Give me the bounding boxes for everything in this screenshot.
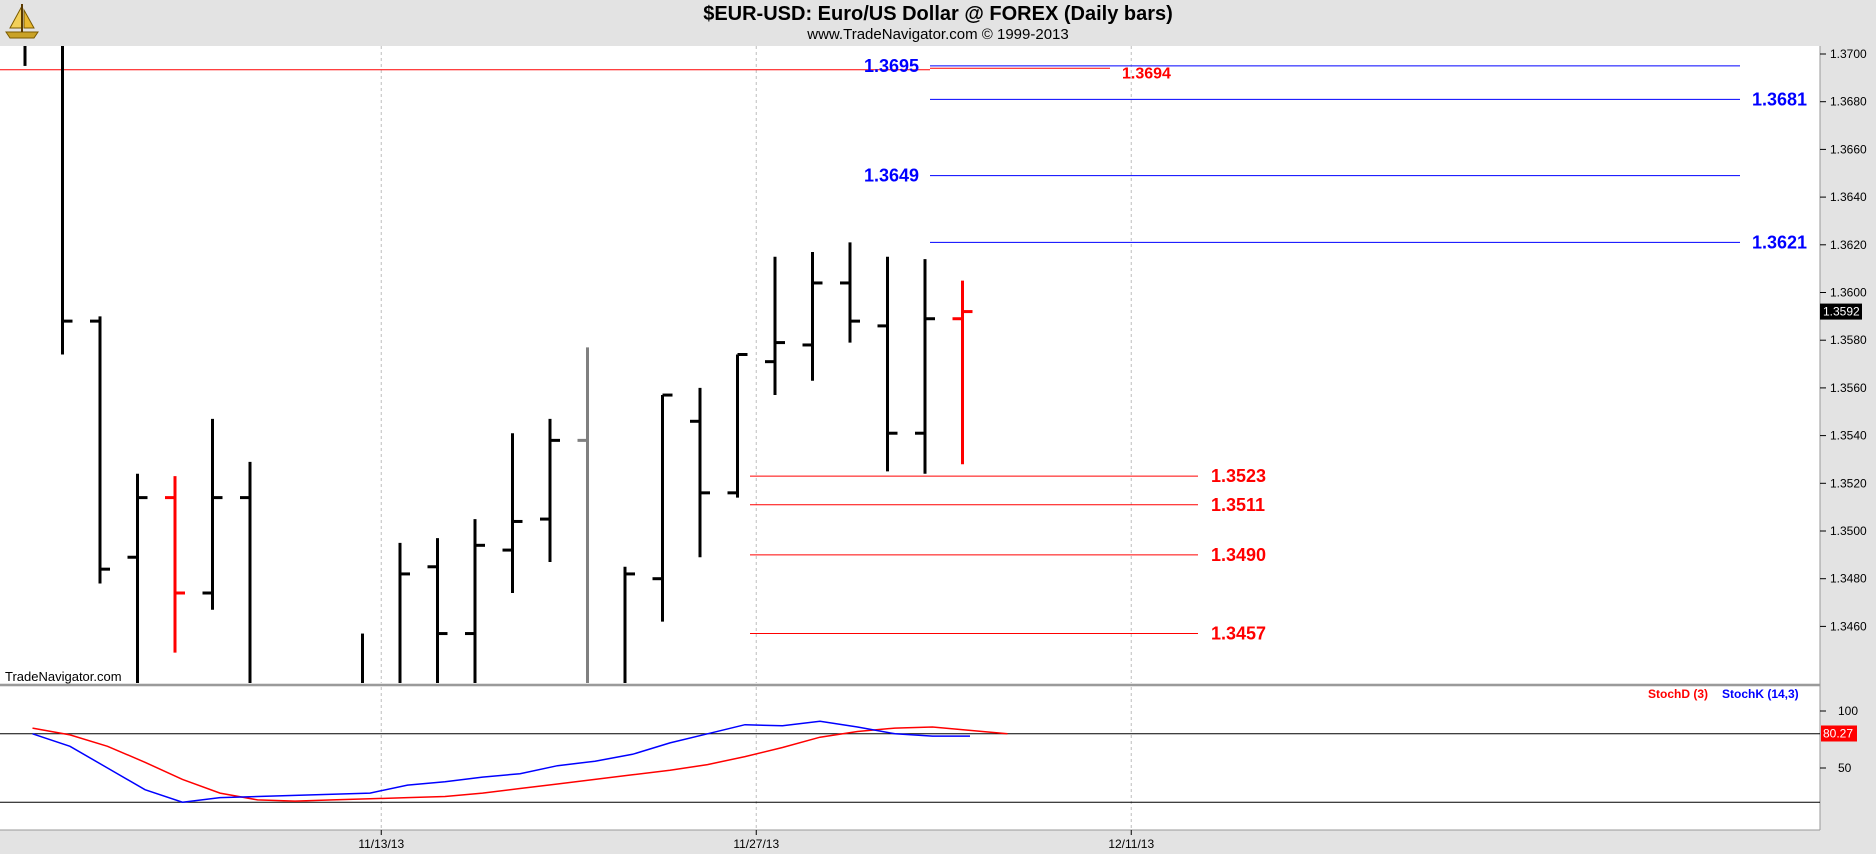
level-label: 1.3649: [864, 166, 919, 186]
date-axis: 11/13/13 11/27/13 12/11/13: [358, 830, 1154, 851]
level-label: 1.3490: [1211, 545, 1266, 565]
stoch-tick-label: 50: [1838, 761, 1852, 775]
last-price-box: [1820, 303, 1862, 320]
x-tick-label: 11/27/13: [733, 837, 779, 851]
level-label: 1.3511: [1211, 495, 1265, 515]
price-panel-bg: [0, 46, 1820, 683]
stoch-last-box: [1821, 725, 1857, 742]
y-tick-label: 1.3540: [1830, 429, 1867, 443]
level-label: 1.3695: [864, 56, 919, 76]
stoch-legend-k: StochK (14,3): [1722, 687, 1799, 701]
stoch-tick-label: 100: [1838, 704, 1858, 718]
price-levels: 1.3695 1.3694 1.3681 1.3649 1.3621 1.3523 1.35…: [0, 56, 1807, 644]
stoch-last-label: 80.27: [1823, 726, 1853, 740]
y-tick-label: 1.3640: [1830, 190, 1867, 204]
stoch-series-d: [32, 726, 1008, 802]
y-tick-label: 1.3580: [1830, 333, 1867, 347]
grid: [380, 46, 1132, 830]
chart-title: $EUR-USD: Euro/US Dollar @ FOREX (Daily …: [703, 3, 1173, 25]
stoch-panel-bg: [0, 687, 1820, 830]
level-label: 1.3694: [1122, 65, 1171, 82]
y-tick-label: 1.3500: [1830, 524, 1867, 538]
chart-header: $EUR-USD: Euro/US Dollar @ FOREX (Daily …: [0, 0, 1876, 46]
stochastic-panel: 100 50 StochD (3) StochK (14,3) 80.27: [0, 687, 1858, 803]
stoch-series-k: [32, 720, 970, 803]
y-tick-label: 1.3620: [1830, 238, 1867, 252]
y-tick-label: 1.3520: [1830, 476, 1867, 490]
price-axis: 1.3700 1.3680 1.3660 1.3640 1.3620 1.3600 1.35…: [1820, 47, 1867, 633]
price-bars: [23, 46, 973, 683]
trade-navigator-logo-icon: [2, 2, 42, 40]
last-price-label: 1.3592: [1823, 305, 1860, 319]
x-tick-label: 12/11/13: [1108, 837, 1154, 851]
x-tick-label: 11/13/13: [358, 837, 404, 851]
y-tick-label: 1.3680: [1830, 95, 1867, 109]
stoch-legend-d: StochD (3): [1648, 687, 1708, 701]
watermark-text: TradeNavigator.com: [5, 669, 122, 684]
y-tick-label: 1.3560: [1830, 381, 1867, 395]
y-tick-label: 1.3480: [1830, 572, 1867, 586]
y-tick-label: 1.3660: [1830, 142, 1867, 156]
level-label: 1.3621: [1752, 232, 1807, 252]
level-label: 1.3523: [1211, 466, 1266, 486]
y-tick-label: 1.3700: [1830, 47, 1867, 61]
level-label: 1.3681: [1752, 89, 1807, 109]
level-label: 1.3457: [1211, 624, 1266, 644]
copyright-text: www.TradeNavigator.com © 1999-2013: [807, 26, 1069, 43]
y-tick-label: 1.3460: [1830, 619, 1867, 633]
y-tick-label: 1.3600: [1830, 286, 1867, 300]
